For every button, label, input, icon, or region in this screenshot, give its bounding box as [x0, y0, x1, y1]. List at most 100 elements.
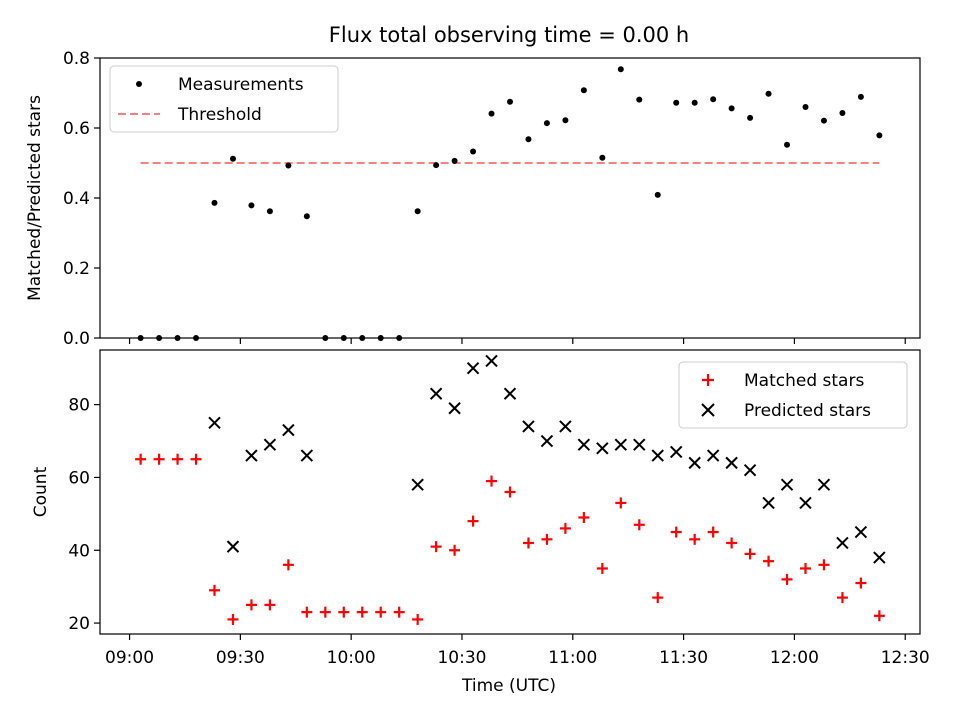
matched-star-point	[338, 606, 350, 618]
measurement-point	[433, 162, 440, 169]
predicted-star-point	[577, 438, 591, 451]
legend-label-threshold: Threshold	[177, 105, 262, 125]
measurement-point	[562, 117, 569, 124]
measurement-point	[285, 162, 292, 169]
predicted-star-point	[411, 478, 424, 491]
matched-star-point	[356, 606, 368, 618]
matched-star-point	[135, 453, 147, 465]
top-chart-title: Flux total observing time = 0.00 h	[329, 23, 689, 47]
measurement-point	[820, 117, 827, 124]
matched-star-point	[504, 486, 516, 498]
matched-star-point	[430, 541, 442, 553]
bottom-x-axis: 09:00 09:30 10:00 10:30 11:00 11:30 12:00 12:30	[105, 634, 930, 668]
predicted-star-point	[651, 449, 664, 462]
measurement-point	[802, 104, 809, 110]
measurement-point	[229, 155, 236, 162]
matched-star-point	[707, 526, 719, 538]
predicted-star-point	[466, 361, 480, 375]
predicted-star-point	[245, 449, 258, 462]
matched-star-point	[301, 606, 313, 618]
measurement-point	[488, 110, 495, 117]
x-tick-label: 12:30	[881, 648, 930, 668]
matched-star-point	[578, 511, 590, 523]
measurement-point	[359, 335, 366, 341]
x-tick-label: 12:00	[770, 648, 819, 668]
top-legend-box	[109, 65, 339, 133]
measurement-point	[248, 202, 255, 209]
top-plot-area	[137, 66, 883, 341]
predicted-star-point	[263, 438, 277, 451]
predicted-star-point	[448, 402, 461, 415]
measurement-point	[525, 136, 532, 143]
measurement-point	[654, 191, 661, 198]
matched-star-point	[873, 610, 885, 622]
predicted-star-point	[799, 496, 812, 510]
legend-label-measurements: Measurements	[178, 75, 304, 95]
predicted-star-point	[817, 478, 831, 491]
predicted-star-point	[836, 536, 849, 550]
predicted-star-point	[633, 438, 646, 451]
matched-star-point	[172, 453, 184, 465]
matched-star-point	[633, 519, 645, 531]
bottom-plot-area	[135, 354, 886, 625]
matched-star-point	[541, 533, 553, 545]
x-tick-label: 09:30	[216, 648, 265, 668]
matched-star-point	[467, 515, 479, 527]
matched-star-point	[486, 475, 498, 487]
predicted-star-point	[503, 387, 517, 400]
measurement-point	[137, 335, 144, 341]
measurement-point	[784, 141, 791, 148]
matched-star-point	[522, 537, 534, 549]
y-tick-label: 40	[68, 541, 90, 561]
x-tick-label: 11:00	[548, 648, 597, 668]
y-tick-label: 60	[68, 468, 90, 488]
matched-star-point	[153, 453, 165, 465]
matched-star-point	[781, 573, 793, 585]
measurement-point	[543, 120, 550, 127]
matched-star-point	[559, 522, 571, 534]
x-tick-label: 09:00	[105, 648, 154, 668]
y-tick-label: 0.6	[63, 119, 90, 139]
matched-star-point	[615, 497, 627, 509]
measurement-point	[710, 96, 717, 103]
top-x-axis	[128, 338, 906, 344]
y-tick-label: 0.8	[63, 49, 90, 69]
measurement-point	[876, 132, 883, 139]
measurement-point	[765, 90, 772, 97]
measurement-point	[414, 208, 421, 215]
measurement-point	[193, 335, 200, 341]
measurement-point	[617, 66, 624, 73]
matched-star-point	[596, 562, 608, 574]
matched-star-point	[744, 548, 756, 560]
bottom-y-axis-label: Count	[31, 466, 51, 517]
predicted-star-point	[670, 445, 683, 459]
bottom-legend: Matched stars Predicted stars	[678, 361, 908, 429]
legend-marker-matched-stars	[702, 374, 714, 386]
predicted-star-point	[282, 423, 295, 437]
matched-star-point	[264, 599, 276, 611]
matched-star-point	[209, 584, 221, 596]
legend-marker-predicted-stars	[701, 403, 715, 417]
measurement-point	[691, 99, 698, 106]
matched-star-point	[282, 559, 294, 571]
bottom-axes-frame	[99, 349, 921, 635]
top-y-axis: 0.0 0.2 0.4 0.6 0.8	[63, 49, 100, 349]
predicted-star-point	[485, 354, 498, 368]
measurement-point	[174, 335, 181, 341]
x-tick-label: 11:30	[659, 648, 708, 668]
predicted-star-point	[208, 416, 221, 430]
measurement-point	[303, 213, 310, 220]
predicted-star-point	[429, 387, 443, 400]
measurement-point	[451, 157, 458, 164]
matched-star-point	[190, 453, 202, 465]
measurement-point	[156, 335, 163, 341]
y-tick-label: 0.0	[63, 329, 90, 349]
predicted-star-point	[614, 438, 628, 451]
measurement-point	[211, 199, 218, 206]
predicted-star-point	[873, 551, 886, 564]
measurement-point	[396, 335, 403, 341]
matched-star-point	[726, 537, 738, 549]
bottom-legend-box	[678, 361, 908, 429]
predicted-star-point	[596, 442, 609, 455]
